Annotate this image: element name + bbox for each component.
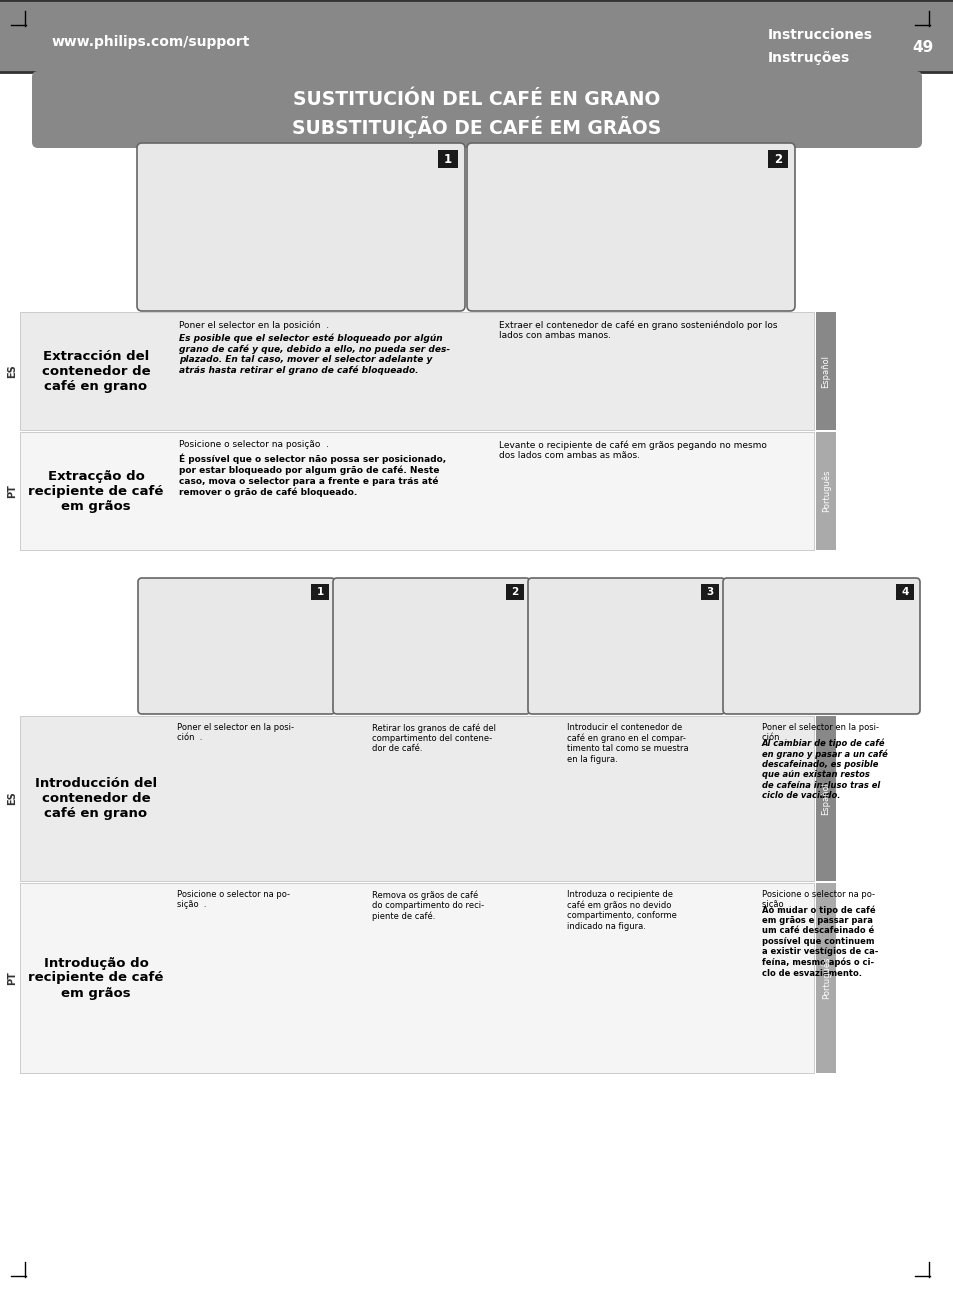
Text: 2: 2 [511,587,518,597]
Bar [505,584,523,600]
Text: Extracción del
contenedor de
café en grano: Extracción del contenedor de café en gra… [42,350,151,393]
Text: Extraer el contenedor de café en grano sosteniéndolo por los
lados con ambas man: Extraer el contenedor de café en grano s… [498,320,777,340]
Text: 1: 1 [443,152,452,165]
Bar [20,883,813,1073]
Text: Remova os grãos de café
do compartimento do reci-
piente de café.: Remova os grãos de café do compartimento… [372,890,483,921]
Text: Poner el selector en la posición  .: Poner el selector en la posición . [179,320,329,329]
FancyBboxPatch shape [138,578,335,714]
Text: ES: ES [7,364,17,377]
Text: SUBSTITUIÇÃO DE CAFÉ EM GRÃOS: SUBSTITUIÇÃO DE CAFÉ EM GRÃOS [292,116,661,138]
Text: Instruções: Instruções [767,51,849,65]
Text: Posicione o selector na posição  .: Posicione o selector na posição . [179,440,329,449]
FancyBboxPatch shape [137,143,464,311]
Text: Introducción del
contenedor de
café en grano: Introducción del contenedor de café en g… [35,777,157,820]
Text: Posicione o selector na po-
sição  .: Posicione o selector na po- sição . [177,890,290,909]
Text: Posicione o selector na po-
sição  .: Posicione o selector na po- sição . [761,890,874,909]
Bar [815,716,835,881]
Bar [20,432,813,550]
Bar [767,150,787,168]
Text: Español: Español [821,782,830,814]
Text: 49: 49 [911,39,932,55]
Text: Ao mudar o tipo de café
em grãos e passar para
um café descafeinado é
possível q: Ao mudar o tipo de café em grãos e passa… [761,905,878,977]
Text: É possível que o selector não possa ser posicionado,
por estar bloqueado por alg: É possível que o selector não possa ser … [179,453,446,497]
Text: Español: Español [821,354,830,388]
Text: Português: Português [821,470,830,513]
FancyBboxPatch shape [527,578,724,714]
FancyBboxPatch shape [722,578,919,714]
Text: PT: PT [7,484,17,498]
Text: Poner el selector en la posi-
ción  .: Poner el selector en la posi- ción . [761,723,878,743]
Bar [20,312,813,431]
Text: ES: ES [7,791,17,805]
Text: Al cambiar de tipo de café
en grano y pasar a un café
descafeinado, es posible
q: Al cambiar de tipo de café en grano y pa… [761,738,887,800]
Bar [0,0,953,72]
Text: Instrucciones: Instrucciones [767,29,872,42]
Text: Es posible que el selector esté bloqueado por algún
grano de café y que, debido : Es posible que el selector esté bloquead… [179,333,450,375]
Bar [311,584,329,600]
Text: Levante o recipiente de café em grãos pegando no mesmo
dos lados com ambas as mã: Levante o recipiente de café em grãos pe… [498,440,766,459]
Bar [20,716,813,881]
FancyBboxPatch shape [467,143,794,311]
Text: Introducir el contenedor de
café en grano en el compar-
timento tal como se mues: Introducir el contenedor de café en gran… [566,723,688,764]
Text: Poner el selector en la posi-
ción  .: Poner el selector en la posi- ción . [177,723,294,743]
Text: 3: 3 [705,587,713,597]
Bar [815,883,835,1073]
Text: Introdução do
recipiente de café
em grãos: Introdução do recipiente de café em grão… [29,956,164,999]
Text: PT: PT [7,971,17,985]
Text: Retirar los granos de café del
compartimento del contene-
dor de café.: Retirar los granos de café del compartim… [372,723,496,753]
Bar [437,150,457,168]
Text: Português: Português [821,956,830,999]
FancyBboxPatch shape [32,72,921,148]
Bar [895,584,913,600]
Text: 4: 4 [901,587,908,597]
Bar [815,312,835,431]
Bar [700,584,719,600]
Text: 2: 2 [773,152,781,165]
Text: 1: 1 [316,587,323,597]
Text: SUSTITUCIÓN DEL CAFÉ EN GRANO: SUSTITUCIÓN DEL CAFÉ EN GRANO [293,90,660,108]
Bar [815,432,835,550]
FancyBboxPatch shape [333,578,530,714]
Text: Extracção do
recipiente de café
em grãos: Extracção do recipiente de café em grãos [29,470,164,513]
Text: www.philips.com/support: www.philips.com/support [52,35,250,49]
Text: Introduza o recipiente de
café em grãos no devido
compartimento, conforme
indica: Introduza o recipiente de café em grãos … [566,890,677,930]
